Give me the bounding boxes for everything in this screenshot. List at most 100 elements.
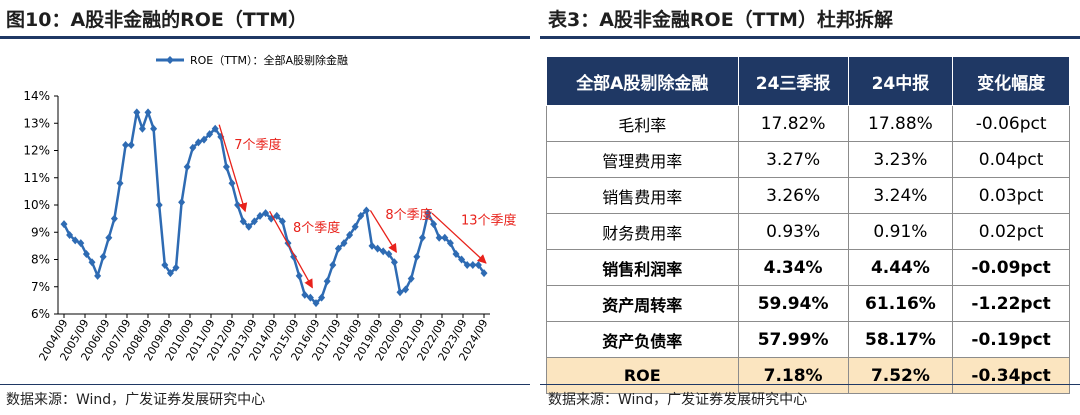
cell-h1: 7.52% — [847, 357, 954, 394]
roe-point — [346, 230, 354, 239]
cell-q3: 3.26% — [737, 177, 849, 214]
cell-h1: 17.88% — [847, 105, 954, 142]
annotation-arrow — [269, 210, 313, 289]
row-label: 销售费用率 — [546, 177, 739, 214]
roe-point — [71, 236, 79, 245]
row-label: 资产周转率 — [546, 285, 739, 322]
roe-point — [273, 211, 281, 220]
roe-point — [206, 130, 214, 139]
roe-point — [138, 124, 146, 133]
roe-point — [323, 277, 331, 286]
table-row-roe: ROE 7.18% 7.52% -0.34pct — [546, 357, 1070, 394]
legend-marker — [166, 56, 174, 64]
y-tick-label: 14% — [23, 89, 50, 103]
cell-change: -0.09pct — [952, 249, 1070, 286]
roe-point — [458, 255, 466, 264]
cell-q3: 59.94% — [737, 285, 849, 322]
y-tick-label: 6% — [31, 307, 50, 321]
roe-point — [446, 239, 454, 248]
y-tick-label: 13% — [23, 116, 50, 130]
roe-point — [413, 252, 421, 261]
roe-point — [211, 124, 219, 133]
roe-point — [402, 285, 410, 294]
chart-title: 图10：A股非金融的ROE（TTM） — [0, 0, 530, 39]
roe-point — [469, 260, 477, 269]
y-tick-label: 11% — [23, 171, 50, 185]
header-cell-h1: 24中报 — [847, 56, 954, 106]
roe-point — [256, 211, 264, 220]
roe-point — [306, 293, 314, 302]
roe-point — [166, 269, 174, 278]
annotation-label: 8个季度 — [385, 207, 432, 223]
roe-point — [407, 274, 415, 283]
row-label: ROE — [546, 357, 739, 394]
header-cell-change: 变化幅度 — [952, 56, 1070, 106]
roe-point — [239, 217, 247, 226]
roe-point — [234, 201, 242, 209]
cell-change: -0.06pct — [952, 105, 1070, 142]
roe-point — [133, 108, 141, 117]
roe-point — [452, 250, 460, 259]
cell-h1: 0.91% — [847, 213, 954, 250]
roe-point — [200, 135, 208, 144]
roe-point — [368, 241, 376, 250]
roe-point — [318, 293, 326, 302]
annotation-label: 8个季度 — [293, 220, 340, 236]
roe-point — [418, 233, 426, 242]
roe-point — [441, 233, 449, 242]
table-row: 销售利润率 4.34% 4.44% -0.09pct — [546, 249, 1070, 286]
roe-point — [161, 260, 169, 269]
cell-change: -1.22pct — [952, 285, 1070, 322]
chart-source: 数据来源：Wind，广发证券发展研究中心 — [6, 392, 266, 408]
roe-point — [340, 239, 348, 248]
roe-series-line — [62, 111, 486, 305]
roe-point — [351, 222, 359, 231]
roe-point — [334, 244, 342, 253]
chart-panel: 图10：A股非金融的ROE（TTM） ROE（TTM）：全部A股剔除金融 6% 7%… — [0, 0, 530, 415]
roe-point — [357, 211, 365, 220]
roe-point — [262, 209, 270, 218]
roe-point — [278, 217, 286, 226]
roe-point — [150, 124, 158, 133]
y-tick-label: 8% — [31, 253, 50, 267]
roe-point — [312, 299, 320, 308]
roe-point — [60, 220, 68, 229]
roe-point — [66, 230, 74, 239]
roe-point — [116, 179, 124, 188]
table-row: 资产周转率 59.94% 61.16% -1.22pct — [546, 285, 1070, 322]
roe-point — [390, 258, 398, 267]
divider — [0, 384, 530, 385]
cell-change: 0.03pct — [952, 177, 1070, 214]
roe-line-chart: ROE（TTM）：全部A股剔除金融 6% 7% 8% 9% 10% 11% 12% 13% 14%… — [23, 53, 516, 363]
table-header-row: 全部A股剔除金融 24三季报 24中报 变化幅度 — [546, 56, 1070, 106]
roe-point — [228, 179, 236, 188]
table-row: 毛利率 17.82% 17.88% -0.06pct — [546, 105, 1070, 142]
row-label: 资产负债率 — [546, 321, 739, 358]
row-label: 销售利润率 — [546, 249, 739, 286]
table-row: 资产负债率 57.99% 58.17% -0.19pct — [546, 321, 1070, 358]
y-tick-label: 9% — [31, 225, 50, 239]
y-tick-label: 10% — [23, 198, 50, 212]
row-label: 毛利率 — [546, 105, 739, 142]
cell-change: 0.04pct — [952, 141, 1070, 178]
cell-q3: 57.99% — [737, 321, 849, 358]
roe-point — [88, 258, 96, 267]
roe-point — [99, 252, 107, 261]
roe-point — [122, 141, 130, 150]
roe-point — [463, 260, 471, 269]
table-source: 数据来源：Wind，广发证券发展研究中心 — [548, 392, 808, 408]
roe-point — [290, 252, 298, 261]
roe-point — [105, 233, 113, 242]
roe-point — [435, 233, 443, 242]
cell-q3: 0.93% — [737, 213, 849, 250]
roe-point — [379, 247, 387, 256]
roe-point — [329, 260, 337, 269]
y-tick-label: 7% — [31, 280, 50, 294]
annotation-label: 7个季度 — [234, 137, 281, 153]
table-title: 表3：A股非金融ROE（TTM）杜邦拆解 — [540, 0, 1080, 39]
table-panel: 表3：A股非金融ROE（TTM）杜邦拆解 全部A股剔除金融 24三季报 24中报… — [540, 0, 1080, 415]
roe-point — [110, 214, 118, 223]
roe-point — [183, 162, 191, 171]
header-cell-item: 全部A股剔除金融 — [546, 56, 739, 106]
